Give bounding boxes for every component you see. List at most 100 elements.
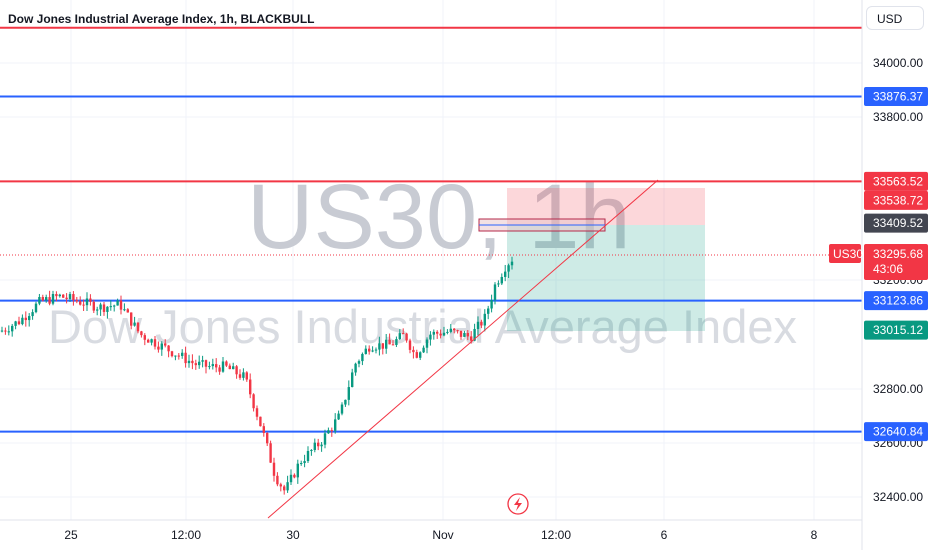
candle-body <box>89 298 92 302</box>
currency-button[interactable]: USD <box>866 6 924 30</box>
symbol-tag-bg <box>829 244 861 264</box>
price-tick-label: 33800.00 <box>873 110 923 124</box>
candle-body <box>500 276 503 284</box>
candle-body <box>337 413 340 420</box>
position-price-badge: 33015.12 <box>873 323 923 337</box>
candle-body <box>368 348 371 352</box>
countdown-badge: 43:06 <box>873 262 903 276</box>
candle-body <box>259 416 262 427</box>
candle-body <box>215 364 218 368</box>
line-price-badge-bg <box>864 291 928 311</box>
candle-body <box>126 309 129 313</box>
time-tick-label: 12:00 <box>171 528 201 542</box>
candle-body <box>303 461 306 464</box>
candle-body <box>459 330 463 337</box>
horizontal-lines[interactable] <box>0 26 862 433</box>
candle-body <box>340 404 344 414</box>
candle-body <box>136 322 140 332</box>
last-price-badge: 33295.68 <box>873 247 923 261</box>
candle-body <box>45 297 48 301</box>
position-price-badge-bg <box>864 320 928 340</box>
candle-body <box>306 450 310 462</box>
candle-body <box>116 300 119 306</box>
candle-body <box>92 301 95 311</box>
line-price-badge-bg <box>864 171 928 191</box>
candle-body <box>72 294 75 300</box>
candle-body <box>344 399 347 405</box>
time-axis[interactable]: 25 12:00 30 Nov 12:00 6 8 <box>64 528 817 542</box>
candle-body <box>357 361 361 364</box>
candle-body <box>238 374 242 378</box>
candle-body <box>150 339 153 343</box>
candle-body <box>425 339 429 348</box>
candle-body <box>123 309 126 311</box>
candle-body <box>262 426 265 433</box>
candle-body <box>62 294 65 298</box>
candle-body <box>490 300 493 309</box>
time-tick-label: Nov <box>432 528 453 542</box>
candle-body <box>374 349 378 351</box>
trend-line[interactable] <box>267 179 659 519</box>
candle-body <box>415 352 418 358</box>
candle-body <box>184 352 187 364</box>
candle-body <box>68 294 72 300</box>
time-tick-label: 30 <box>286 528 300 542</box>
candle-body <box>476 321 480 329</box>
price-badges: 33563.52 33876.37 33123.86 32640.84 33538.72… <box>829 87 928 442</box>
candle-body <box>334 419 337 431</box>
price-tick-label: 32800.00 <box>873 382 923 396</box>
lightning-icon[interactable] <box>507 493 529 515</box>
candle-body <box>133 322 136 326</box>
candle-body <box>218 367 221 372</box>
candle-body <box>272 462 276 476</box>
candle-body <box>48 297 51 304</box>
candle-body <box>102 304 106 312</box>
candle-body <box>279 484 282 487</box>
candle-body <box>456 330 459 332</box>
candle-body <box>75 299 78 302</box>
candle-body <box>493 284 497 301</box>
candle-body <box>442 332 446 336</box>
candle-body <box>504 271 507 277</box>
candle-body <box>361 353 364 362</box>
candle-body <box>470 336 473 341</box>
candle-body <box>208 366 211 368</box>
symbol-tag: US30 <box>833 247 863 261</box>
candle-body <box>38 297 41 304</box>
candle-body <box>497 283 500 285</box>
candle-body <box>24 317 27 321</box>
position-stop-zone[interactable] <box>507 225 705 331</box>
candle-body <box>58 294 61 297</box>
position-price-badge-bg <box>864 190 928 210</box>
candle-body <box>79 301 82 305</box>
candle-body <box>211 364 214 367</box>
candle-body <box>429 334 432 340</box>
candle-body <box>293 474 296 478</box>
candle-body <box>14 321 17 326</box>
candle-body <box>422 347 425 353</box>
line-price-badge: 33563.52 <box>873 174 923 188</box>
candle-body <box>143 335 146 340</box>
line-price-badge: 33876.37 <box>873 90 923 104</box>
candle-body <box>225 361 228 366</box>
last-price-badge-bg <box>864 244 928 281</box>
candle-body <box>99 304 102 310</box>
candle-body <box>354 363 357 373</box>
candle-body <box>96 309 99 311</box>
candle-body <box>187 360 191 364</box>
price-tick-label: 32400.00 <box>873 490 923 504</box>
candle-body <box>82 304 85 306</box>
candle-body <box>388 339 391 345</box>
candle-body <box>371 350 374 352</box>
candle-body <box>378 343 381 350</box>
candle-body <box>140 331 143 336</box>
candle-body <box>235 366 238 375</box>
candle-body <box>153 339 157 347</box>
candle-body <box>313 442 316 450</box>
candle-body <box>381 343 384 349</box>
candle-body <box>402 333 405 335</box>
position-price-badge: 33538.72 <box>873 193 923 207</box>
candle-body <box>242 372 245 378</box>
candle-body <box>194 363 197 366</box>
